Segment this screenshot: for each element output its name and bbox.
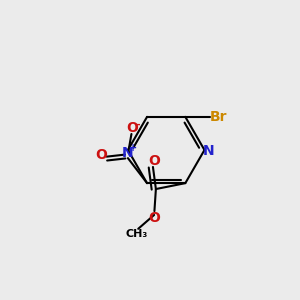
Text: CH₃: CH₃ <box>126 229 148 239</box>
Text: O: O <box>148 154 160 168</box>
Text: O: O <box>126 121 138 135</box>
Text: N: N <box>122 146 134 160</box>
Text: N: N <box>202 145 214 158</box>
Text: +: + <box>129 143 137 153</box>
Text: -: - <box>136 119 140 129</box>
Text: Br: Br <box>210 110 227 124</box>
Text: O: O <box>148 211 160 225</box>
Text: O: O <box>95 148 107 162</box>
